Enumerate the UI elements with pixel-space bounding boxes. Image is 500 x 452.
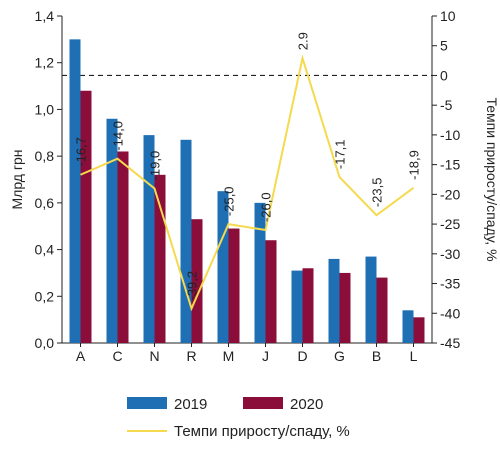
bar-2019-J — [254, 202, 266, 343]
bar-2020-C — [117, 151, 129, 343]
bar-2020-D — [302, 268, 314, 343]
bar-2020-R — [191, 219, 203, 343]
bar-2020-N — [154, 174, 166, 343]
y-right-tick-label: -40 — [440, 305, 460, 321]
legend-label-2020: 2020 — [290, 396, 323, 413]
bar-2019-A — [69, 39, 81, 343]
y-right-tick-label: -35 — [440, 276, 460, 292]
y-left-tick-label: 0,0 — [35, 335, 55, 351]
y-left-tick-label: 1,0 — [35, 101, 55, 117]
y-right-tick-label: -45 — [440, 335, 460, 351]
x-tick-label: N — [149, 348, 159, 364]
bar-2019-L — [402, 310, 414, 343]
bar-2019-N — [143, 135, 155, 343]
bar-2020-B — [376, 277, 388, 343]
y-left-tick-label: 0,6 — [35, 195, 55, 211]
bar-2019-C — [106, 118, 118, 344]
growth-rate-label: -14,0 — [111, 121, 126, 151]
y-left-tick-label: 0,2 — [35, 288, 55, 304]
growth-rate-label: -39,2 — [185, 271, 200, 301]
growth-rate-label: -16,7 — [74, 137, 89, 167]
y-right-tick-label: -15 — [440, 157, 460, 173]
y-right-tick-label: -30 — [440, 246, 460, 262]
bar-2019-G — [328, 258, 340, 343]
growth-rate-label: 2.9 — [296, 32, 311, 50]
bar-2020-J — [265, 240, 277, 343]
legend-label-line: Темпи приросту/спаду, % — [174, 423, 350, 440]
y-right-tick-label: -25 — [440, 216, 460, 232]
bar-2019-B — [365, 256, 377, 343]
y-right-tick-label: 5 — [440, 38, 448, 54]
growth-rate-label: -25,0 — [222, 186, 237, 216]
x-tick-label: B — [372, 348, 381, 364]
bar-2019-M — [217, 191, 229, 343]
y-right-tick-label: -10 — [440, 127, 460, 143]
y-right-tick-label: 10 — [440, 8, 456, 24]
x-tick-label: G — [334, 348, 345, 364]
growth-rate-line — [80, 54, 415, 312]
y-left-tick-label: 0,8 — [35, 148, 55, 164]
x-tick-label: R — [186, 348, 196, 364]
legend-swatch-2019 — [127, 397, 167, 409]
bar-2019-R — [180, 139, 192, 343]
growth-rate-label: -19,0 — [148, 151, 163, 181]
y-right-tick-label: 0 — [440, 67, 448, 83]
bar-2020-A — [80, 90, 92, 343]
x-tick-label: L — [410, 348, 418, 364]
y-left-tick-label: 1,2 — [35, 55, 55, 71]
x-tick-label: C — [112, 348, 122, 364]
legend-swatch-2020 — [243, 397, 283, 409]
bar-2019-D — [291, 270, 303, 343]
x-tick-label: A — [76, 348, 86, 364]
growth-rate-label: -18,9 — [407, 150, 422, 180]
y-right-tick-label: -5 — [440, 97, 453, 113]
growth-rate-label: -17,1 — [333, 139, 348, 169]
x-tick-label: J — [262, 348, 269, 364]
bar-2020-M — [228, 228, 240, 343]
y-right-tick-label: -20 — [440, 186, 460, 202]
x-tick-label: D — [297, 348, 307, 364]
y-left-tick-label: 0,4 — [35, 242, 55, 258]
bar-2020-L — [413, 317, 425, 343]
growth-rate-label: -23,5 — [370, 178, 385, 208]
legend-label-2019: 2019 — [174, 396, 207, 413]
y-left-tick-label: 1,4 — [35, 8, 55, 24]
y-axis-title: Млрд грн — [9, 150, 25, 210]
y2-axis-title: Темпи приросту/спаду, % — [484, 97, 500, 261]
growth-rate-label: -26,0 — [259, 192, 274, 222]
bar-2020-G — [339, 272, 351, 343]
x-tick-label: M — [223, 348, 235, 364]
